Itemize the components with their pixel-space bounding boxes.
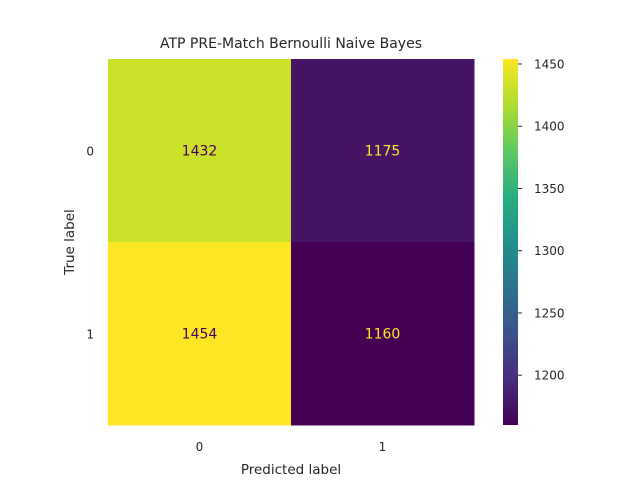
colorbar-tick-label-1350: 1350 xyxy=(534,182,565,196)
y-tick-labels: 01 xyxy=(86,145,94,342)
colorbar-tick-label-1250: 1250 xyxy=(534,306,565,320)
x-tick-0: 0 xyxy=(196,440,204,454)
x-axis-label: Predicted label xyxy=(241,462,341,478)
colorbar xyxy=(503,59,518,425)
x-tick-1: 1 xyxy=(379,440,387,454)
heatmap-cells xyxy=(108,59,475,426)
cell-value-r0-c1: 1175 xyxy=(365,144,401,160)
colorbar-tick-label-1400: 1400 xyxy=(534,120,565,134)
cell-r0-c1 xyxy=(291,59,475,243)
cell-value-r1-c0: 1454 xyxy=(182,327,218,343)
colorbar-ticks: 1200 1250 1300 1350 1400 1450 xyxy=(518,57,565,383)
colorbar-tick-label-1200: 1200 xyxy=(534,369,565,383)
cell-r1-c1 xyxy=(291,242,475,426)
colorbar-tick-label-1300: 1300 xyxy=(534,244,565,258)
cell-r1-c0 xyxy=(108,242,292,426)
cell-r0-c0 xyxy=(108,59,292,243)
y-tick-0: 0 xyxy=(86,145,94,159)
y-axis-label: True label xyxy=(62,209,78,276)
cell-value-r1-c1: 1160 xyxy=(365,327,401,343)
cell-value-r0-c0: 1432 xyxy=(182,144,218,160)
chart-title: ATP PRE-Match Bernoulli Naive Bayes xyxy=(160,36,422,52)
colorbar-tick-label-1450: 1450 xyxy=(534,57,565,71)
y-tick-1: 1 xyxy=(86,328,94,342)
heatmap-cell-labels: 1432 1175 1454 1160 xyxy=(182,144,401,343)
